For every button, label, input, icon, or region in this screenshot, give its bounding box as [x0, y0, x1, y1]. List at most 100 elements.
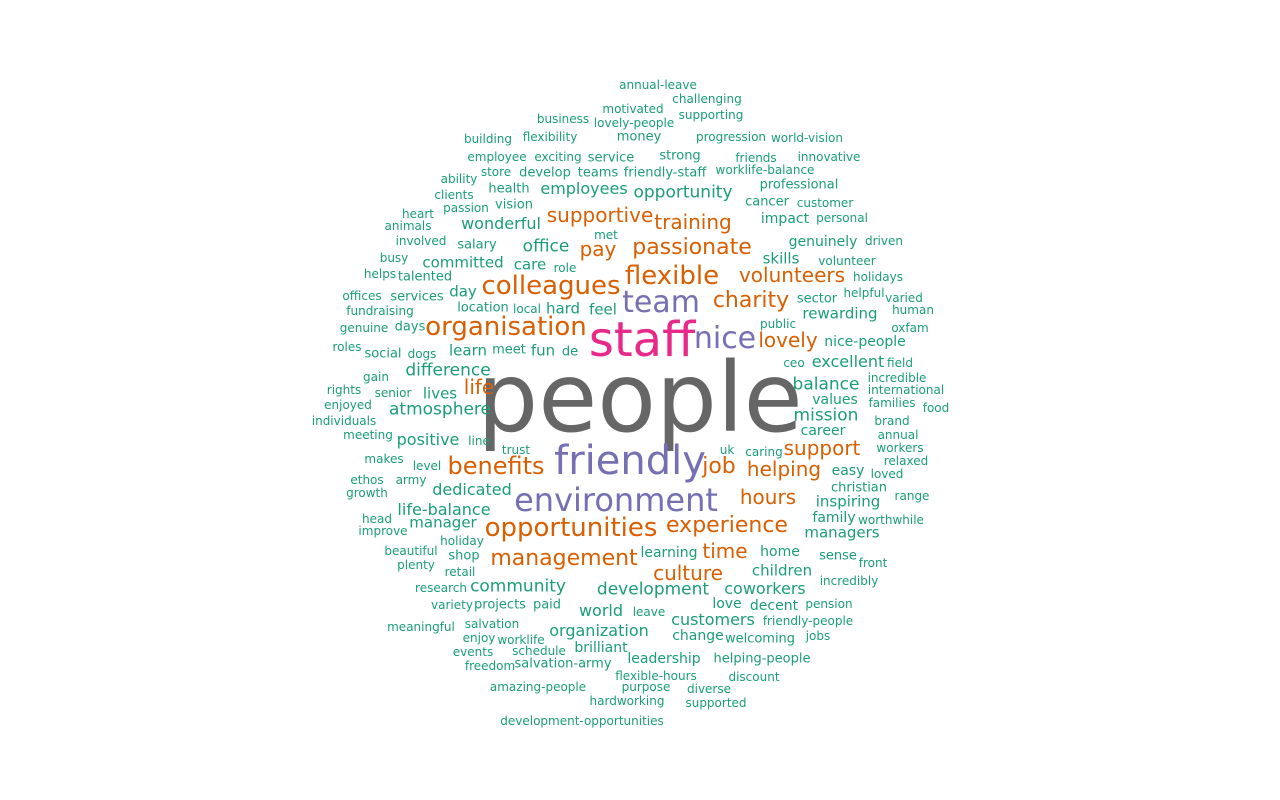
cloud-word-clients: clients — [434, 188, 474, 202]
cloud-word-schedule: schedule — [512, 644, 566, 658]
cloud-word-wonderful: wonderful — [461, 214, 541, 233]
cloud-word-time: time — [702, 539, 748, 563]
cloud-word-professional: professional — [759, 177, 839, 193]
cloud-word-mission: mission — [793, 405, 859, 426]
cloud-word-people: people — [477, 342, 803, 454]
cloud-word-gain: gain — [363, 370, 389, 384]
cloud-word-sector: sector — [796, 291, 838, 307]
cloud-word-caring: caring — [745, 445, 783, 459]
cloud-word-busy: busy — [379, 251, 409, 265]
cloud-word-health: health — [488, 181, 530, 197]
cloud-word-days: days — [394, 319, 426, 335]
cloud-word-services: services — [390, 289, 444, 305]
cloud-word-uk: uk — [719, 443, 735, 457]
cloud-word-service: service — [587, 150, 635, 166]
cloud-word-oxfam: oxfam — [891, 321, 929, 335]
cloud-word-career: career — [800, 423, 846, 439]
cloud-word-lives: lives — [422, 384, 458, 403]
cloud-word-team: team — [622, 285, 700, 320]
cloud-word-ethos: ethos — [350, 473, 384, 487]
cloud-word-genuinely: genuinely — [788, 234, 858, 250]
cloud-word-cancer: cancer — [745, 194, 789, 210]
cloud-word-discount: discount — [728, 670, 780, 684]
cloud-word-progression: progression — [695, 130, 767, 144]
cloud-word-worklife: worklife — [497, 633, 545, 647]
cloud-word-plenty: plenty — [397, 558, 435, 572]
cloud-word-head: head — [362, 512, 392, 526]
cloud-word-employee: employee — [467, 150, 527, 164]
cloud-word-worthwhile: worthwhile — [858, 513, 924, 527]
cloud-word-day: day — [449, 282, 477, 301]
cloud-word-development-opportunities: development-opportunities — [500, 714, 664, 728]
cloud-word-local: local — [513, 302, 541, 316]
cloud-word-incredible: incredible — [867, 371, 927, 385]
cloud-word-easy: easy — [831, 463, 865, 479]
cloud-word-world-vision: world-vision — [770, 131, 844, 145]
cloud-word-impact: impact — [760, 211, 810, 227]
cloud-word-difference: difference — [405, 360, 491, 381]
cloud-word-balance: balance — [792, 374, 860, 395]
cloud-word-dedicated: dedicated — [432, 480, 512, 499]
cloud-word-de: de — [561, 344, 579, 360]
cloud-word-front: front — [858, 556, 888, 570]
cloud-word-children: children — [751, 561, 813, 580]
cloud-word-public: public — [759, 317, 797, 331]
cloud-word-salvation-army: salvation-army — [514, 656, 612, 672]
cloud-word-volunteers: volunteers — [738, 263, 846, 287]
cloud-word-store: store — [480, 165, 512, 179]
cloud-word-helping: helping — [746, 457, 822, 481]
cloud-word-challenging: challenging — [672, 92, 742, 106]
cloud-word-brilliant: brilliant — [574, 640, 628, 656]
cloud-word-relaxed: relaxed — [883, 454, 929, 468]
cloud-word-individuals: individuals — [311, 414, 377, 428]
cloud-word-world: world — [578, 601, 624, 620]
cloud-word-business: business — [536, 112, 590, 126]
cloud-word-training: training — [654, 210, 732, 234]
cloud-word-freedom: freedom — [464, 659, 516, 673]
cloud-word-teams: teams — [577, 165, 619, 181]
cloud-word-customer: customer — [796, 196, 854, 210]
cloud-word-excellent: excellent — [811, 352, 885, 371]
cloud-word-enjoyed: enjoyed — [324, 398, 372, 412]
cloud-word-committed: committed — [422, 253, 504, 272]
cloud-word-environment: environment — [514, 481, 718, 519]
cloud-word-role: role — [553, 261, 577, 275]
cloud-word-staff: staff — [588, 312, 696, 368]
cloud-word-experience: experience — [666, 513, 788, 538]
cloud-word-annual-leave: annual-leave — [619, 78, 697, 92]
cloud-word-rewarding: rewarding — [802, 304, 878, 323]
cloud-word-beautiful: beautiful — [384, 544, 438, 558]
cloud-word-flexible-hours: flexible-hours — [615, 669, 697, 683]
cloud-word-friendly-staff: friendly-staff — [623, 165, 707, 181]
cloud-word-human: human — [892, 303, 934, 317]
cloud-word-international: international — [867, 383, 945, 397]
cloud-word-customers: customers — [671, 610, 755, 629]
cloud-word-leadership: leadership — [627, 651, 701, 667]
cloud-word-innovative: innovative — [797, 150, 861, 164]
cloud-word-decent: decent — [749, 598, 799, 614]
cloud-word-life-balance: life-balance — [397, 500, 491, 519]
cloud-word-families: families — [868, 396, 916, 410]
cloud-word-lovely-people: lovely-people — [593, 116, 675, 130]
cloud-word-helpful: helpful — [843, 286, 885, 300]
cloud-word-meaningful: meaningful — [387, 620, 455, 634]
cloud-word-colleagues: colleagues — [481, 271, 621, 301]
cloud-word-shop: shop — [448, 548, 480, 564]
cloud-word-driven: driven — [865, 234, 903, 248]
cloud-word-volunteer: volunteer — [818, 254, 876, 268]
cloud-word-trust: trust — [501, 443, 531, 457]
cloud-word-hardworking: hardworking — [589, 694, 665, 708]
cloud-word-nice-people: nice-people — [824, 334, 906, 350]
cloud-word-passion: passion — [443, 201, 489, 215]
cloud-word-managers: managers — [804, 523, 880, 542]
cloud-word-loved: loved — [870, 467, 904, 481]
cloud-word-talented: talented — [397, 269, 453, 285]
cloud-word-makes: makes — [364, 452, 404, 466]
cloud-word-variety: variety — [431, 598, 473, 612]
cloud-word-holiday: holiday — [440, 534, 484, 548]
cloud-word-varied: varied — [885, 291, 923, 305]
cloud-word-charity: charity — [712, 288, 790, 313]
cloud-word-community: community — [470, 576, 566, 597]
cloud-word-develop: develop — [519, 165, 571, 181]
cloud-word-line: line — [468, 434, 490, 448]
